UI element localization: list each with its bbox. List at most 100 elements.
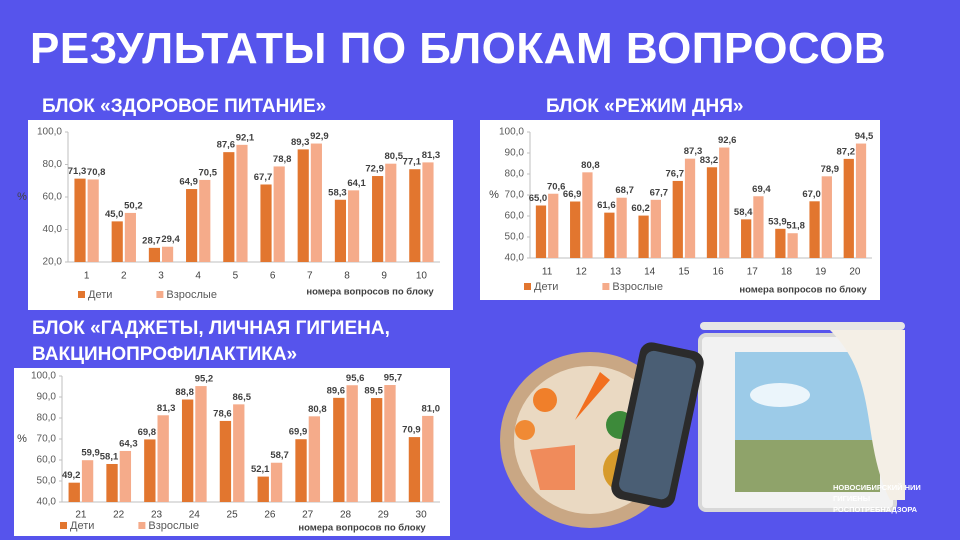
- value-label: 72,9: [365, 164, 384, 175]
- bar: [295, 439, 307, 502]
- bar: [409, 169, 421, 262]
- legend-swatch: [78, 291, 85, 298]
- x-axis-label: номера вопросов по блоку: [298, 523, 426, 534]
- value-label: 60,2: [631, 203, 650, 214]
- bar: [148, 247, 160, 262]
- x-tick-label: 9: [381, 271, 387, 282]
- bar: [548, 193, 559, 258]
- bar: [181, 399, 194, 502]
- chart: 20,0 40,0 60,0 80,0 100,0% 1 71,3 70,8 2 45,050,2…: [17, 120, 453, 310]
- value-label: 29,4: [161, 234, 180, 245]
- bar: [348, 190, 360, 262]
- bar: [219, 420, 232, 502]
- legend-label: Дети: [534, 281, 558, 293]
- value-label: 64,9: [179, 177, 198, 188]
- bar: [74, 178, 86, 262]
- illustration: [500, 322, 905, 528]
- value-label: 78,9: [821, 164, 840, 175]
- logo-line: НОВОСИБИРСКИЙ НИИ: [833, 483, 921, 492]
- value-label: 80,8: [581, 160, 600, 171]
- bar: [199, 179, 211, 262]
- y-tick-label: 100,0: [31, 371, 56, 382]
- value-label: 28,7: [142, 235, 161, 246]
- value-label: 87,3: [684, 146, 703, 157]
- bar: [334, 199, 346, 262]
- value-label: 83,2: [700, 155, 719, 166]
- bar: [422, 162, 434, 262]
- value-label: 95,6: [346, 373, 365, 384]
- x-tick-label: 1: [84, 271, 90, 282]
- y-tick-label: 40,0: [505, 253, 525, 264]
- chart: 40,0 50,0 60,0 70,0 80,0 90,0 100,0% 11 65,070,6…: [480, 120, 880, 300]
- bar: [809, 201, 820, 258]
- bar: [604, 212, 615, 258]
- bar: [346, 385, 358, 502]
- value-label: 66,9: [563, 189, 582, 200]
- x-tick-label: 14: [644, 267, 656, 278]
- value-label: 58,7: [270, 450, 289, 461]
- bar: [236, 144, 248, 262]
- x-tick-label: 11: [542, 267, 553, 278]
- bar: [87, 179, 99, 262]
- x-tick-label: 26: [264, 510, 276, 521]
- value-label: 61,6: [597, 200, 616, 211]
- logo-line: РОСПОТРЕБНАДЗОРА: [833, 505, 918, 514]
- legend-label: Дети: [70, 520, 94, 532]
- chart-title: БЛОК «ЗДОРОВОЕ ПИТАНИЕ»: [42, 96, 327, 117]
- y-tick-label: 80,0: [37, 413, 57, 424]
- value-label: 88,8: [175, 387, 194, 398]
- bar: [719, 147, 730, 258]
- value-label: 81,3: [157, 403, 176, 414]
- x-tick-label: 13: [610, 267, 622, 278]
- bar: [385, 163, 397, 262]
- x-tick-label: 17: [747, 267, 759, 278]
- x-tick-label: 27: [302, 510, 314, 521]
- bar: [257, 476, 269, 502]
- bar: [535, 205, 547, 258]
- y-tick-label: 60,0: [43, 192, 63, 203]
- y-tick-label: 60,0: [505, 211, 525, 222]
- value-label: 86,5: [233, 392, 252, 403]
- bar: [119, 450, 132, 502]
- bar: [186, 189, 198, 262]
- y-tick-label: 50,0: [505, 232, 525, 243]
- value-label: 49,2: [62, 470, 81, 481]
- value-label: 69,4: [752, 184, 771, 195]
- y-tick-label: 40,0: [43, 224, 63, 235]
- value-label: 70,8: [87, 167, 106, 178]
- bar: [310, 143, 322, 262]
- value-label: 53,9: [768, 216, 787, 227]
- y-tick-label: 80,0: [43, 159, 63, 170]
- y-tick-label: 20,0: [43, 257, 63, 268]
- chart: 40,0 50,0 60,0 70,0 80,0 90,0 100,0% 21 49,259,9…: [14, 368, 450, 536]
- bar: [157, 415, 169, 502]
- legend-swatch: [138, 522, 146, 529]
- y-tick-label: 90,0: [505, 148, 525, 159]
- value-label: 67,0: [802, 189, 821, 200]
- value-label: 71,3: [68, 166, 87, 177]
- y-axis-label: %: [489, 189, 499, 201]
- x-tick-label: 22: [113, 510, 125, 521]
- value-label: 45,0: [105, 209, 124, 220]
- x-tick-label: 24: [189, 510, 201, 521]
- value-label: 95,7: [384, 373, 403, 384]
- bar: [144, 439, 156, 502]
- y-tick-label: 80,0: [505, 169, 525, 180]
- x-tick-label: 4: [195, 271, 201, 282]
- bar: [162, 246, 174, 262]
- value-label: 78,8: [273, 154, 292, 165]
- value-label: 69,9: [289, 427, 308, 438]
- x-tick-label: 2: [121, 271, 127, 282]
- bar: [616, 197, 627, 258]
- x-tick-label: 3: [158, 271, 164, 282]
- x-tick-label: 23: [151, 510, 163, 521]
- y-tick-label: 40,0: [37, 497, 57, 508]
- value-label: 70,9: [402, 425, 421, 436]
- value-label: 77,1: [403, 157, 422, 168]
- value-label: 89,6: [327, 385, 346, 396]
- bar: [106, 463, 118, 502]
- value-label: 89,5: [364, 386, 383, 397]
- x-tick-label: 5: [233, 271, 239, 282]
- y-tick-label: 60,0: [37, 455, 57, 466]
- chart-title: БЛОК «РЕЖИМ ДНЯ»: [546, 96, 744, 117]
